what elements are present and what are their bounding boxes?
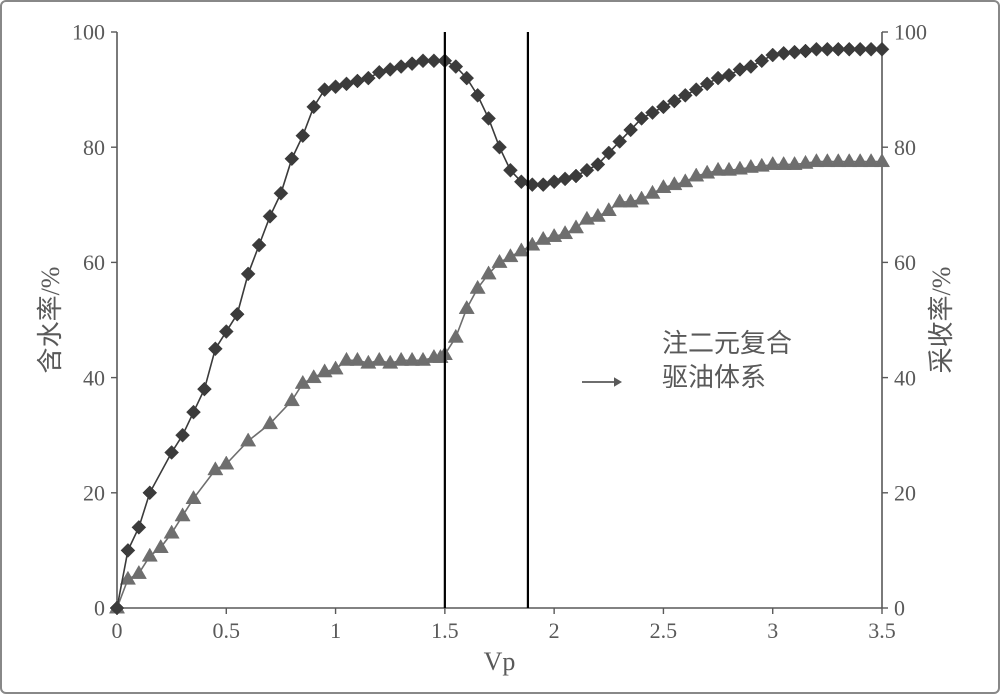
svg-text:0: 0: [112, 618, 123, 643]
svg-text:20: 20: [83, 481, 105, 506]
svg-text:60: 60: [83, 250, 105, 275]
svg-text:40: 40: [894, 365, 916, 390]
chart-svg: 00.511.522.533.5020406080100020406080100…: [12, 12, 992, 686]
svg-text:20: 20: [894, 481, 916, 506]
svg-text:注二元复合: 注二元复合: [662, 329, 792, 358]
svg-text:0: 0: [894, 596, 905, 621]
svg-text:0: 0: [94, 596, 105, 621]
chart-container: 00.511.522.533.5020406080100020406080100…: [12, 12, 988, 682]
svg-text:60: 60: [894, 250, 916, 275]
svg-text:80: 80: [894, 135, 916, 160]
svg-text:采收率/%: 采收率/%: [927, 267, 956, 374]
svg-text:40: 40: [83, 365, 105, 390]
svg-text:含水率/%: 含水率/%: [36, 267, 65, 374]
svg-text:3: 3: [767, 618, 778, 643]
svg-text:3.5: 3.5: [868, 618, 896, 643]
svg-text:80: 80: [83, 135, 105, 160]
svg-text:100: 100: [72, 20, 105, 45]
svg-text:Vp: Vp: [484, 647, 516, 676]
svg-text:驱油体系: 驱油体系: [662, 363, 766, 392]
svg-text:1.5: 1.5: [431, 618, 459, 643]
svg-text:2: 2: [549, 618, 560, 643]
svg-text:0.5: 0.5: [213, 618, 241, 643]
svg-text:100: 100: [894, 20, 927, 45]
svg-text:1: 1: [330, 618, 341, 643]
image-frame: 00.511.522.533.5020406080100020406080100…: [0, 0, 1000, 694]
svg-text:2.5: 2.5: [650, 618, 678, 643]
